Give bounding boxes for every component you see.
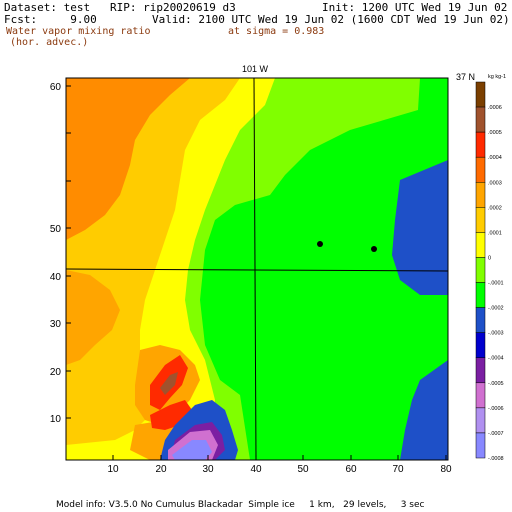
- y-tick-label: 20: [50, 367, 62, 378]
- colorbar-label: .0004: [488, 155, 502, 161]
- meridian-label: 101 W: [242, 64, 269, 74]
- x-tick-label: 30: [202, 464, 214, 475]
- colorbar-label: .0005: [488, 130, 502, 136]
- colorbar-swatch: [475, 332, 486, 358]
- colorbar-swatch: [475, 207, 486, 233]
- x-tick-label: 80: [440, 464, 452, 475]
- colorbar-label: -.0007: [488, 431, 504, 437]
- colorbar-swatch: [475, 81, 486, 108]
- meridian-line: [253, 77, 257, 461]
- level-label: at sigma = 0.983: [228, 26, 325, 37]
- colorbar-swatch: [475, 382, 486, 409]
- x-axis: [112, 455, 447, 460]
- colorbar-label: -.0006: [488, 406, 504, 412]
- field-name: Water vapor mixing ratio: [6, 26, 151, 37]
- colorbar-label: -.0001: [488, 281, 504, 287]
- parallel-label: 37 N: [456, 72, 475, 82]
- x-tick-label: 60: [345, 464, 357, 475]
- colorbar-swatch: [475, 257, 486, 283]
- colorbar-swatch: [475, 432, 486, 459]
- colorbar-label: -.0004: [488, 356, 504, 362]
- colorbar-label: -.0005: [488, 381, 504, 387]
- parallel-line: [65, 268, 449, 272]
- header-fcst: Fcst: 9.00: [4, 13, 97, 26]
- colorbar: .0006 .0005 .0004 .0003 .0002 .0001 0 -.0001 -.0…: [475, 74, 506, 462]
- y-tick-label: 10: [50, 414, 62, 425]
- x-tick-label: 10: [107, 464, 119, 475]
- x-tick-label: 20: [155, 464, 167, 475]
- field-qualifier: (hor. advec.): [10, 37, 89, 48]
- colorbar-swatch: [475, 407, 486, 434]
- station-dot: [317, 241, 323, 247]
- colorbar-label: .0001: [488, 230, 502, 236]
- footer-model-info: Model info: V3.5.0 No Cumulus Blackadar …: [56, 500, 425, 510]
- colorbar-swatch: [475, 282, 486, 308]
- colorbar-swatch: [475, 232, 486, 258]
- colorbar-label: 0: [488, 255, 491, 261]
- y-tick-label: 50: [50, 224, 62, 235]
- colorbar-swatch: [475, 106, 486, 133]
- x-tick-label: 40: [250, 464, 262, 475]
- colorbar-label: -.0008: [488, 456, 504, 462]
- header-valid: Valid: 2100 UTC Wed 19 Jun 02 (1600 CDT …: [152, 13, 510, 26]
- colorbar-label: -.0003: [488, 331, 504, 337]
- y-tick-label: 60: [50, 82, 62, 93]
- colorbar-label: .0002: [488, 205, 502, 211]
- y-axis: [66, 85, 71, 419]
- colorbar-label: .0003: [488, 180, 502, 186]
- colorbar-unit: kg kg-1: [488, 74, 506, 80]
- colorbar-swatch: [475, 156, 486, 183]
- station-dot: [371, 246, 377, 252]
- x-tick-label: 50: [297, 464, 309, 475]
- x-tick-label: 70: [392, 464, 404, 475]
- y-tick-label: 40: [50, 272, 62, 283]
- colorbar-swatch: [475, 357, 486, 384]
- colorbar-label: -.0002: [488, 306, 504, 312]
- header-dataset: Dataset: test RIP: rip20020619 d3: [4, 1, 236, 14]
- y-tick-label: 30: [50, 319, 62, 330]
- colorbar-swatch: [475, 182, 486, 208]
- colorbar-swatch: [475, 307, 486, 333]
- colorbar-swatch: [475, 131, 486, 158]
- colorbar-label: .0006: [488, 105, 502, 111]
- header-init: Init: 1200 UTC Wed 19 Jun 02: [322, 1, 508, 14]
